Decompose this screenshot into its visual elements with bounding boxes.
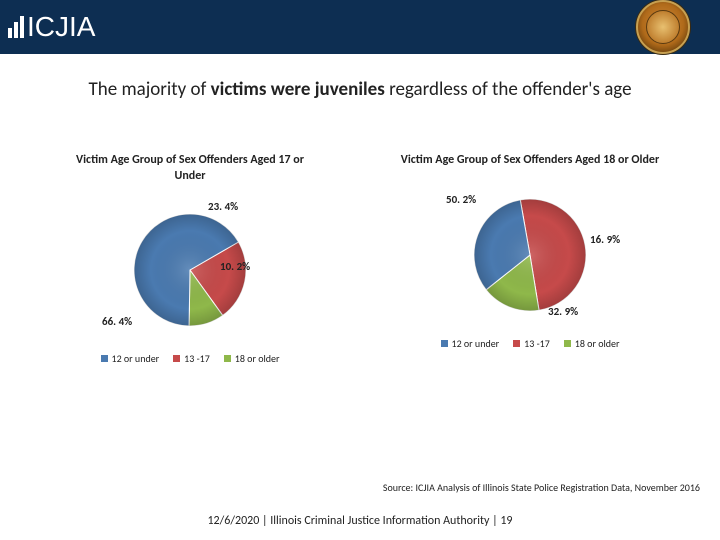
chart-right-title: Victim Age Group of Sex Offenders Aged 1… (401, 153, 660, 169)
chart-left-label-0: 23. 4% (208, 200, 238, 213)
legend-label: 18 or older (575, 337, 620, 350)
legend-item: 12 or under (101, 352, 160, 365)
legend-item: 12 or under (441, 337, 500, 350)
chart-right-label-1: 16. 9% (590, 233, 620, 246)
swatch-icon (101, 355, 108, 362)
chart-left-label-1: 10. 2% (220, 260, 250, 273)
legend-item: 18 or older (564, 337, 620, 350)
chart-right-pie-wrap: 50. 2% 16. 9% 32. 9% (430, 185, 630, 325)
footer-text: 12/6/2020 | Illinois Criminal Justice In… (0, 514, 720, 528)
legend-label: 13 -17 (524, 337, 550, 350)
swatch-icon (173, 355, 180, 362)
page-title: The majority of victims were juveniles r… (0, 78, 720, 101)
chart-left-title: Victim Age Group of Sex Offenders Aged 1… (60, 153, 320, 184)
chart-right: Victim Age Group of Sex Offenders Aged 1… (375, 153, 685, 365)
logo-bars-icon (8, 16, 24, 38)
charts-row: Victim Age Group of Sex Offenders Aged 1… (0, 153, 720, 365)
swatch-icon (564, 340, 571, 347)
chart-left-label-2: 66. 4% (102, 315, 132, 328)
state-seal-icon (636, 0, 690, 54)
chart-left-pie-wrap: 23. 4% 10. 2% 66. 4% (90, 200, 290, 340)
title-post: regardless of the offender's age (385, 78, 632, 101)
logo-text: ICJIA (27, 11, 95, 43)
swatch-icon (224, 355, 231, 362)
source-text: Source: ICJIA Analysis of Illinois State… (383, 481, 700, 494)
chart-right-label-2: 32. 9% (548, 305, 578, 318)
swatch-icon (441, 340, 448, 347)
legend-item: 18 or older (224, 352, 280, 365)
chart-left: Victim Age Group of Sex Offenders Aged 1… (35, 153, 345, 365)
legend-item: 13 -17 (513, 337, 550, 350)
chart-left-legend: 12 or under 13 -17 18 or older (101, 352, 280, 365)
logo: ICJIA (8, 11, 95, 43)
legend-item: 13 -17 (173, 352, 210, 365)
chart-right-label-0: 50. 2% (446, 193, 476, 206)
legend-label: 18 or older (235, 352, 280, 365)
chart-right-pie (470, 195, 590, 315)
title-bold: victims were juveniles (211, 78, 385, 101)
chart-right-legend: 12 or under 13 -17 18 or older (441, 337, 620, 350)
swatch-icon (513, 340, 520, 347)
title-pre: The majority of (88, 78, 210, 101)
legend-label: 12 or under (112, 352, 160, 365)
legend-label: 13 -17 (184, 352, 210, 365)
legend-label: 12 or under (452, 337, 500, 350)
header-band: ICJIA (0, 0, 720, 54)
